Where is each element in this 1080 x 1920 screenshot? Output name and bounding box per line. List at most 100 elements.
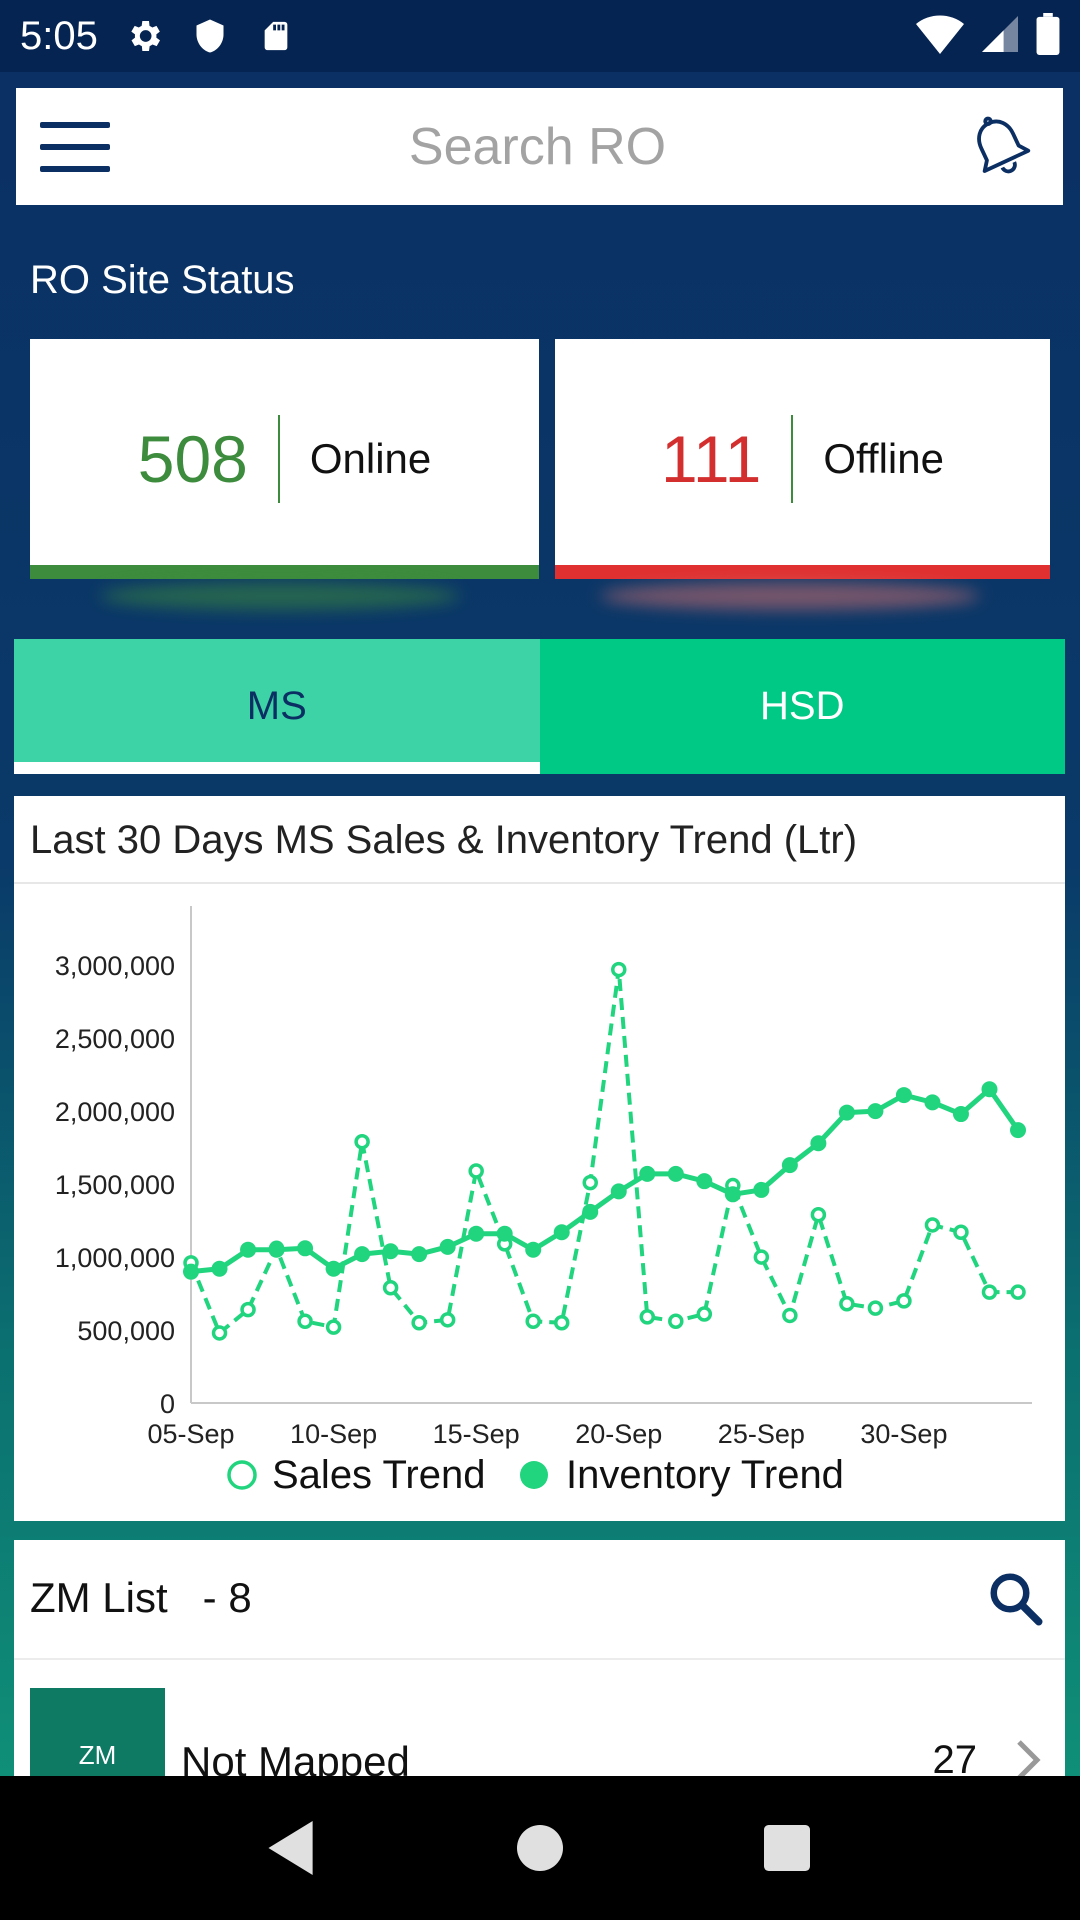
y-tick-label: 2,500,000: [55, 1024, 175, 1054]
series-line-1: [190, 1086, 1021, 1275]
sales-trend-point: [468, 1163, 484, 1179]
inventory-trend-point: [325, 1260, 342, 1277]
wifi-icon: [916, 14, 964, 59]
sales-trend-point: [411, 1314, 427, 1331]
sales-trend-point: [867, 1300, 884, 1316]
list-item[interactable]: ZM Not Mapped 27: [14, 1688, 1065, 1776]
inventory-trend-point: [895, 1087, 912, 1104]
inventory-trend-point: [753, 1181, 770, 1198]
sales-trend-point: [439, 1312, 456, 1328]
inventory-trend-point: [382, 1243, 399, 1260]
zm-name: Not Mapped: [181, 1738, 410, 1776]
sales-trend-point: [668, 1313, 684, 1330]
inventory-trend-point: [525, 1241, 542, 1258]
tab-hsd-label: HSD: [760, 684, 845, 728]
x-tick-label: 25-Sep: [718, 1419, 805, 1449]
tab-hsd[interactable]: HSD: [539, 639, 1065, 774]
chevron-right-icon: [1011, 1738, 1043, 1776]
sales-trend-point: [1010, 1284, 1026, 1300]
bell-icon[interactable]: [965, 112, 1035, 182]
inventory-trend-point: [183, 1263, 199, 1280]
inventory-trend-point: [724, 1186, 741, 1203]
sales-trend-point: [782, 1307, 798, 1324]
trend-chart-card: 0 500,000 1,000,000 1,500,000 2,000,000 2,500…: [14, 796, 1065, 1521]
sales-trend-point: [582, 1174, 598, 1191]
fuel-tabs: MS HSD: [14, 639, 1065, 774]
sales-trend-point: [639, 1309, 656, 1325]
inventory-trend-point: [838, 1104, 855, 1121]
avatar: ZM: [30, 1688, 165, 1776]
inventory-trend-point: [981, 1081, 998, 1098]
inventory-trend-point: [924, 1094, 941, 1111]
offline-bar: [555, 565, 1050, 579]
sales-trend-point: [924, 1217, 941, 1233]
inventory-trend-point: [439, 1238, 456, 1255]
battery-icon: [1036, 12, 1060, 60]
home-icon[interactable]: [500, 1808, 580, 1888]
y-tick-label: 1,000,000: [55, 1243, 175, 1273]
back-icon[interactable]: [253, 1808, 333, 1888]
inventory-trend-point: [810, 1135, 827, 1152]
y-tick-label: 1,500,000: [55, 1170, 175, 1200]
inventory-trend-point: [582, 1203, 599, 1220]
series-line-0: [189, 967, 1018, 1335]
inventory-trend-point: [667, 1165, 684, 1182]
y-tick-label: 500,000: [77, 1316, 175, 1346]
inventory-trend-point: [952, 1106, 969, 1123]
inventory-trend-point: [1010, 1122, 1026, 1139]
zm-list-title: ZM List - 8: [30, 1574, 252, 1621]
x-tick-label: 10-Sep: [290, 1419, 377, 1449]
zm-count: 27: [932, 1738, 978, 1776]
sales-trend-point: [896, 1293, 912, 1309]
sales-trend-point: [354, 1134, 370, 1150]
offline-status-card[interactable]: 111 Offline: [555, 339, 1050, 579]
legend-marker-inventory: [520, 1461, 548, 1489]
menu-icon[interactable]: [40, 121, 110, 172]
x-tick-label: 05-Sep: [147, 1419, 234, 1449]
sales-trend-point: [211, 1325, 228, 1341]
zm-list-card: ZM List - 8 ZM Not Mapped 27: [14, 1540, 1065, 1776]
inventory-trend-point: [867, 1103, 884, 1120]
y-tick-label: 0: [160, 1389, 175, 1419]
inventory-trend-point: [240, 1241, 257, 1258]
online-label: Online: [309, 435, 432, 482]
x-tick-label: 30-Sep: [860, 1419, 947, 1449]
sales-trend-point: [297, 1313, 313, 1330]
offline-count: 111: [661, 422, 762, 496]
sales-trend-point: [953, 1224, 969, 1241]
site-status-title: RO Site Status: [30, 258, 295, 302]
online-status-card[interactable]: 508 Online: [30, 339, 539, 579]
recents-icon[interactable]: [747, 1808, 827, 1888]
inventory-trend-point: [411, 1246, 428, 1263]
legend-label-inventory: Inventory Trend: [566, 1453, 844, 1497]
sd-card-icon: [256, 16, 296, 56]
inventory-trend-point: [468, 1225, 485, 1242]
trend-chart: 0 500,000 1,000,000 1,500,000 2,000,000 2,500…: [55, 906, 1032, 1497]
cell-signal-icon: [982, 14, 1018, 59]
sales-trend-point: [810, 1206, 827, 1223]
inventory-trend-point: [696, 1173, 713, 1190]
sales-trend-point: [753, 1249, 770, 1265]
offline-glow: [600, 582, 980, 610]
chart-title: Last 30 Days MS Sales & Inventory Trend …: [30, 818, 858, 862]
legend-label-sales: Sales Trend: [272, 1453, 485, 1497]
search-header: Search RO: [16, 88, 1063, 205]
status-time: 5:05: [20, 13, 98, 58]
inventory-trend-point: [610, 1183, 627, 1200]
search-icon[interactable]: [985, 1568, 1045, 1628]
tab-active-indicator: [14, 762, 540, 774]
shield-icon: [190, 16, 230, 56]
y-tick-label: 3,000,000: [55, 951, 175, 981]
search-input[interactable]: Search RO: [408, 117, 667, 176]
sales-trend-point: [240, 1301, 256, 1318]
sales-trend-point: [981, 1284, 998, 1300]
inventory-trend-point: [553, 1224, 570, 1241]
inventory-trend-point: [781, 1157, 798, 1174]
chart-divider: [14, 882, 1065, 884]
tab-ms[interactable]: MS: [14, 639, 540, 774]
card-divider: [277, 415, 280, 503]
sales-trend-point: [553, 1314, 570, 1331]
gear-icon: [124, 16, 164, 56]
card-divider: [791, 415, 794, 503]
inventory-trend-point: [354, 1246, 371, 1263]
